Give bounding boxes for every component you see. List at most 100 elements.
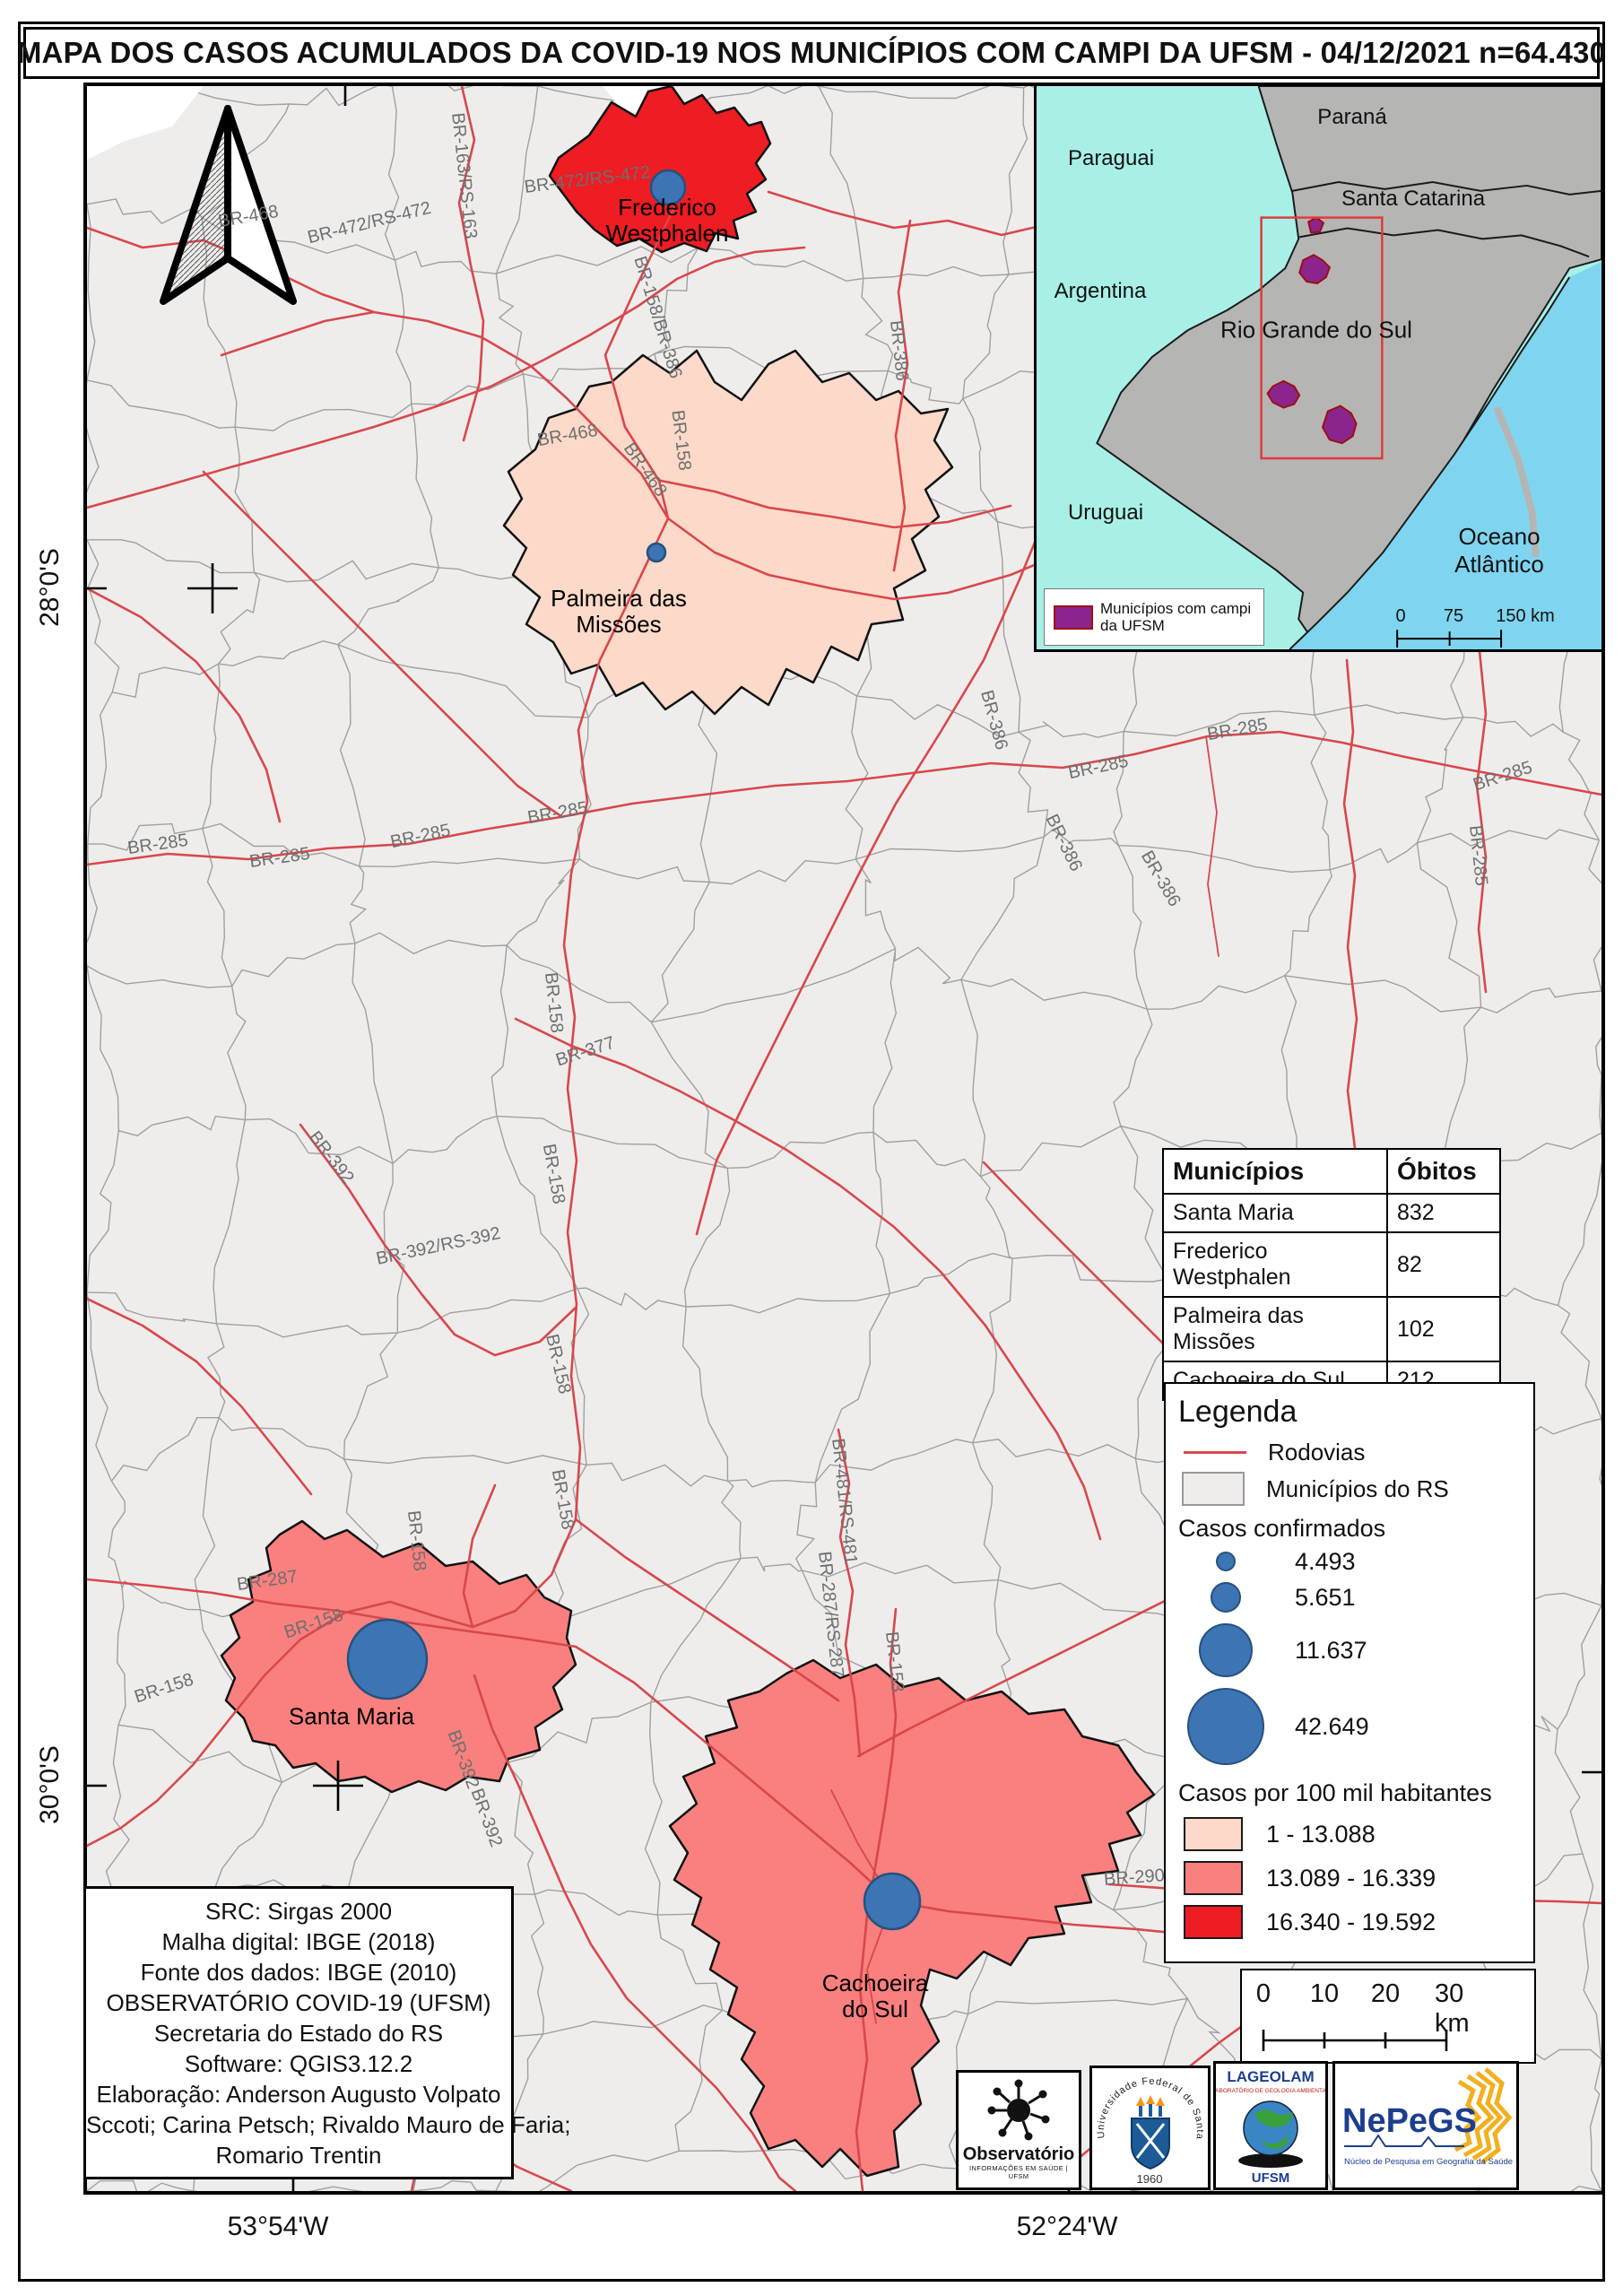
road-br-153 [855,1607,898,2191]
cases-circle-value: 11.637 [1295,1636,1367,1664]
road-label: BR-468 [619,439,671,500]
road-br-472 [87,246,806,509]
road [202,470,564,819]
observatorio-icon [987,2079,1050,2141]
road [1205,735,1219,957]
lageolam-sub: LABORATÓRIO DE GEOLOGIA AMBIENTAL [1216,2086,1325,2094]
scalebar-graphic [1262,2030,1448,2051]
road-label: BR-285 [126,830,190,859]
inset-label-paraguai: Paraguai [1067,146,1155,170]
deaths-cell: 82 [1386,1231,1501,1298]
legend-cases-item: 42.649 [1176,1683,1523,1770]
ufsm-crest: Universidade Federal de Santa Maria 1960 [1092,2068,1204,2186]
logo-observatorio: Observatório INFORMAÇÕES EM SAÚDE | UFSM [956,2070,1081,2190]
road-label: BR-153 [881,1631,907,1693]
road [87,1297,313,1496]
road-label: BR-468 [535,420,600,451]
legend-cases-title: Casos confirmados [1178,1515,1386,1542]
scalebar-0: 0 [1255,1979,1271,2008]
legend-rodovias-label: Rodovias [1268,1439,1366,1465]
scalebar-30km: 30 km [1435,1979,1470,2038]
road-br-481 [837,1428,862,1758]
legend-cases-item: 11.637 [1176,1618,1523,1683]
inset-label-argentina: Argentina [1054,279,1147,303]
municipality-palmeira-das-missoes[interactable] [502,349,954,716]
road-label: BR-386 [1041,811,1087,875]
inset-label-uruguai: Uruguai [1067,500,1144,525]
road-label: BR-158 [132,1669,196,1708]
rate-class-swatch [1184,1905,1243,1939]
road-label: BR-158 [667,408,695,472]
inset-ufsm-municipalities [1266,216,1358,445]
legend-title: Legenda [1178,1395,1298,1429]
municipio-swatch [1182,1472,1245,1506]
cases-circle[interactable] [863,1872,922,1931]
lon-label-5224w: 52°24'W [1016,2212,1118,2241]
municipality-label: Santa Maria [288,1702,415,1730]
municipality-cell: Santa Maria [1162,1193,1388,1233]
inset-map: Paraná Paraguai Santa Catarina Argentina… [1034,83,1604,652]
road-label: BR-377 [553,1032,618,1071]
lat-label-28s: 28°0'S [35,548,65,627]
rate-class-label: 16.340 - 19.592 [1266,1908,1436,1935]
road-br-285 [87,730,1601,866]
inset-extent-rectangle [1260,216,1384,460]
legend-rate-class: 13.089 - 16.339 [1176,1861,1523,1895]
road-br-158 [87,205,676,1848]
legend-municipios-label: Municípios do RS [1266,1474,1449,1502]
cases-circle-value: 4.493 [1295,1547,1356,1575]
road-label: BR-285 [1066,751,1131,784]
legend-item-rodovias: Rodovias [1176,1439,1523,1466]
deaths-cell: 832 [1386,1193,1501,1233]
road-label: BR-392/RS-392 [374,1223,503,1269]
ufsm-torches [1136,2095,1165,2117]
inset-state-border [1292,180,1601,196]
lageolam-name: LAGEOLAM [1227,2068,1314,2085]
road-label: BR-472/RS-472 [523,161,652,198]
deaths-table-header-obitos: Óbitos [1386,1148,1501,1195]
map-title: MAPA DOS CASOS ACUMULADOS DA COVID-19 NO… [17,27,1606,79]
inset-scale-150: 150 km [1496,606,1555,626]
cases-circle[interactable] [346,1618,429,1700]
road-br-285 [1475,640,1488,994]
road [659,479,1012,529]
deaths-table: Municípios Óbitos Santa Maria 832 Frederic… [1162,1148,1501,1401]
road-br-468 [220,310,670,520]
road-label: BR-285 [1205,714,1270,745]
credit-line: Secretaria do Estado do RS [153,2019,444,2047]
north-arrow-icon [160,105,297,305]
inset-label-oceano-atlantico: Oceano Atlântico [1454,523,1544,578]
road-br-287 [87,1578,894,1903]
lageolam-org: UFSM [1252,2170,1290,2186]
road-label: BR-481/RS-481 [828,1437,861,1566]
credit-line: OBSERVATÓRIO COVID-19 (UFSM) [106,1988,491,2016]
credit-line: Romario Trentin [215,2141,382,2169]
logo-lageolam: LAGEOLAM LABORATÓRIO DE GEOLOGIA AMBIENT… [1213,2061,1328,2190]
map-void [87,86,204,160]
map-label-overlay: Frederico Westphalen Palmeira das Missões… [87,86,1601,2191]
cases-circle-swatch [1187,1688,1264,1765]
credits-panel: SRC: Sirgas 2000 Malha digital: IBGE (201… [83,1886,570,2179]
cases-circle[interactable] [649,169,687,206]
inset-label-santa-catarina: Santa Catarina [1341,187,1486,211]
rate-class-swatch [1184,1861,1243,1895]
road-label: BR-158/BR-386 [629,254,686,381]
globe-shadow [1238,2153,1303,2168]
inset-label-parana: Paraná [1317,105,1387,129]
inset-legend-swatch [1054,604,1093,630]
logo-nepegs: NePeGS Núcleo de Pesquisa em Geografia d… [1332,2061,1519,2190]
road-label: BR-285 [1471,757,1535,796]
cases-circle-swatch [1216,1552,1236,1571]
legend-cases-item: 4.493 [1176,1546,1523,1577]
cases-circle[interactable] [646,542,667,563]
graticule-cross [187,563,238,613]
nepegs-name: NePeGS [1342,2102,1477,2140]
municipality-cell: Frederico Westphalen [1162,1231,1388,1298]
inset-legend: Municípios com campi da UFSM [1044,588,1264,646]
municipality-frederico-westphalen[interactable] [548,86,772,254]
table-row: Santa Maria 832 [1162,1193,1501,1233]
road-label: BR-163/RS-163 [447,111,481,240]
rate-class-label: 1 - 13.088 [1266,1820,1376,1848]
cases-circle-swatch [1199,1623,1253,1677]
